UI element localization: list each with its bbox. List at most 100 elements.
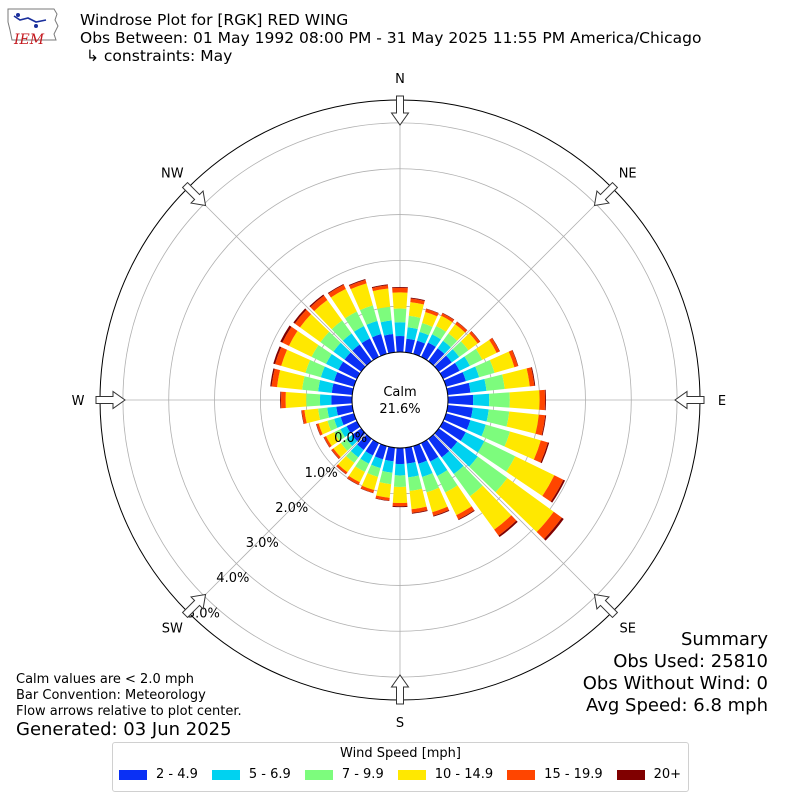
windrose-bar-segment xyxy=(456,506,475,520)
windrose-bar-segment xyxy=(533,440,548,463)
legend-label: 7 - 9.9 xyxy=(341,767,384,782)
radial-tick-label: 0.0% xyxy=(334,431,367,446)
windrose-bar-segment xyxy=(531,367,536,386)
windrose-bar-segment xyxy=(495,478,554,533)
flow-arrow-icon xyxy=(390,674,410,705)
windrose-bar-segment xyxy=(422,312,438,327)
windrose-bar-segment xyxy=(340,438,353,451)
calm-circle xyxy=(351,351,449,449)
windrose-bar-segment xyxy=(345,451,359,463)
windrose-bar-segment xyxy=(498,520,518,538)
windrose-bar-segment xyxy=(409,488,427,510)
windrose-bar-segment xyxy=(271,368,281,388)
windrose-bar-segment xyxy=(421,439,439,462)
windrose-bar-segment xyxy=(331,449,340,460)
windrose-bar-segment xyxy=(453,465,483,497)
direction-label-n: N xyxy=(395,72,405,87)
windrose-bar-segment xyxy=(448,324,466,341)
windrose-bar-segment xyxy=(441,451,464,475)
windrose-bar-segment xyxy=(475,339,497,360)
legend-label: 5 - 6.9 xyxy=(248,767,291,782)
windrose-bar-segment xyxy=(371,456,383,469)
windrose-bar-segment xyxy=(270,368,275,387)
windrose-bar-segment xyxy=(336,465,347,475)
windrose-bar-segment xyxy=(469,485,512,530)
windrose-bar-segment xyxy=(380,320,394,336)
windrose-bar-segment xyxy=(509,390,540,410)
windrose-bar-segment xyxy=(430,456,448,477)
legend-swatch xyxy=(119,769,147,780)
windrose-bar-segment xyxy=(301,410,305,425)
windrose-bar-segment xyxy=(327,406,338,418)
flow-arrow-icon xyxy=(593,181,619,207)
windrose-bar-segment xyxy=(323,436,332,448)
legend-item: 15 - 19.9 xyxy=(507,767,603,782)
windrose-bar-segment xyxy=(471,407,489,422)
generated-date: Generated: 03 Jun 2025 xyxy=(16,719,232,740)
windrose-bar-segment xyxy=(392,502,408,507)
windrose-bar-segment xyxy=(318,380,334,393)
windrose-bar-segment xyxy=(360,451,373,464)
windrose-bar-segment xyxy=(366,320,382,338)
windrose-bar-segment xyxy=(422,473,440,493)
windrose-bar-segment xyxy=(426,308,439,314)
windrose-bar-segment xyxy=(439,362,460,379)
direction-label-e: E xyxy=(718,394,726,409)
iem-logo: IEM xyxy=(7,8,59,48)
grid-spoke xyxy=(433,433,613,613)
radial-tick-label: 1.0% xyxy=(305,466,338,481)
windrose-bar-segment xyxy=(309,294,325,308)
windrose-bar-segment xyxy=(405,338,415,354)
windrose-bar-segment xyxy=(304,408,321,424)
windrose-bar-segment xyxy=(392,286,408,289)
windrose-bar-segment xyxy=(489,392,510,408)
windrose-bar-segment xyxy=(340,413,357,426)
windrose-bar-segment xyxy=(446,349,460,363)
windrose-bar-segment xyxy=(411,506,428,513)
legend-label: 2 - 4.9 xyxy=(156,767,198,782)
windrose-bar-segment xyxy=(428,334,441,347)
legend-items: 2 - 4.9 5 - 6.9 7 - 9.9 10 - 14.9 15 - 19.9 2… xyxy=(119,767,695,782)
windrose-bar-segment xyxy=(310,295,328,312)
windrose-bar-segment xyxy=(336,405,354,416)
windrose-bar-segment xyxy=(411,510,428,514)
windrose-bar-segment xyxy=(475,359,495,378)
windrose-bar-segment xyxy=(355,458,369,472)
windrose-bar-segment xyxy=(372,334,387,357)
windrose-bar-segment xyxy=(543,517,564,541)
windrose-bar-segment xyxy=(426,487,448,513)
windrose-bar-segment xyxy=(477,441,516,472)
windrose-bar-segment xyxy=(318,407,329,420)
radial-tick-label: 3.0% xyxy=(246,536,279,551)
logo-text: IEM xyxy=(13,32,45,48)
windrose-bar-segment xyxy=(443,333,458,348)
direction-label-w: W xyxy=(72,394,85,409)
windrose-bar-segment xyxy=(512,349,519,367)
windrose-bar-segment xyxy=(367,464,381,477)
windrose-bar-segment xyxy=(481,424,511,447)
windrose-bar-segment xyxy=(432,506,449,516)
windrose-bar-segment xyxy=(338,455,355,473)
grid-spoke xyxy=(187,433,367,613)
windrose-bar-segment xyxy=(311,344,332,364)
flow-arrow-icon xyxy=(593,593,619,619)
windrose-bar-segment xyxy=(393,308,407,323)
windrose-bar-segment xyxy=(360,488,374,494)
windrose-bar-segment xyxy=(456,321,468,331)
windrose-bar-segment xyxy=(280,391,282,409)
summary-title: Summary xyxy=(681,629,768,650)
windrose-bar-segment xyxy=(428,434,450,458)
chart-title: Windrose Plot for [RGK] RED WING xyxy=(80,11,349,29)
windrose-bar-segment xyxy=(437,470,458,493)
windrose-bar-segment xyxy=(441,313,454,323)
windrose-bar-segment xyxy=(506,411,539,434)
legend-swatch xyxy=(397,769,426,780)
windrose-bar-segment xyxy=(445,485,472,516)
windrose-bar-segment xyxy=(433,509,450,517)
windrose-bar-segment xyxy=(393,475,407,487)
windrose-bar-segment xyxy=(293,308,307,324)
windrose-bar-segment xyxy=(434,428,458,450)
windrose-bar-segment xyxy=(443,413,471,430)
direction-label-ne: NE xyxy=(619,166,637,181)
